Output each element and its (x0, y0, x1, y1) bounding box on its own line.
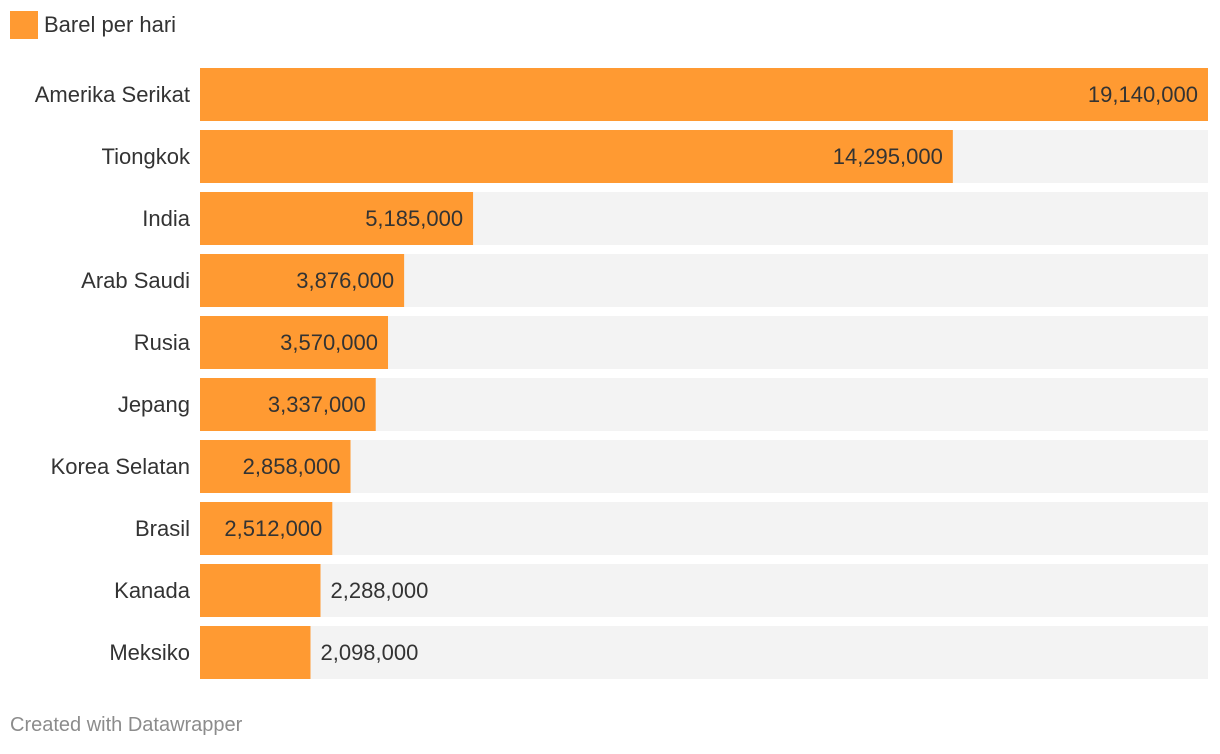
bar (200, 192, 474, 245)
value-label: 2,098,000 (320, 640, 418, 665)
category-label: Tiongkok (102, 144, 191, 169)
bar (200, 316, 389, 369)
bar (200, 68, 1208, 121)
bar-track (200, 502, 1208, 555)
category-label: Jepang (118, 392, 190, 417)
legend: Barel per hari (10, 10, 176, 40)
value-label: 5,185,000 (365, 206, 463, 231)
bar-track (200, 564, 1208, 617)
bar-track (200, 440, 1208, 493)
category-label: Korea Selatan (51, 454, 190, 479)
bar (200, 564, 321, 617)
category-label: Brasil (135, 516, 190, 541)
bar (200, 440, 351, 493)
bar (200, 502, 333, 555)
value-label: 14,295,000 (833, 144, 943, 169)
value-label: 3,570,000 (280, 330, 378, 355)
category-label: Arab Saudi (81, 268, 190, 293)
category-label: Amerika Serikat (35, 82, 190, 107)
value-label: 3,337,000 (268, 392, 366, 417)
bar (200, 626, 311, 679)
value-label: 2,858,000 (243, 454, 341, 479)
category-label: Kanada (114, 578, 191, 603)
legend-swatch (10, 11, 38, 39)
category-label: Rusia (134, 330, 191, 355)
category-label: Meksiko (109, 640, 190, 665)
value-label: 2,288,000 (330, 578, 428, 603)
value-label: 2,512,000 (224, 516, 322, 541)
legend-label: Barel per hari (44, 12, 177, 37)
bar (200, 130, 953, 183)
category-label: India (142, 206, 190, 231)
bar-track (200, 626, 1208, 679)
bar (200, 254, 405, 307)
bar (200, 378, 376, 431)
bar-chart: Amerika Serikat 19,140,000 Tiongkok 14,295,… (35, 68, 1208, 679)
datawrapper-credit[interactable]: Created with Datawrapper (10, 714, 243, 736)
value-label: 19,140,000 (1088, 82, 1198, 107)
value-label: 3,876,000 (296, 268, 394, 293)
